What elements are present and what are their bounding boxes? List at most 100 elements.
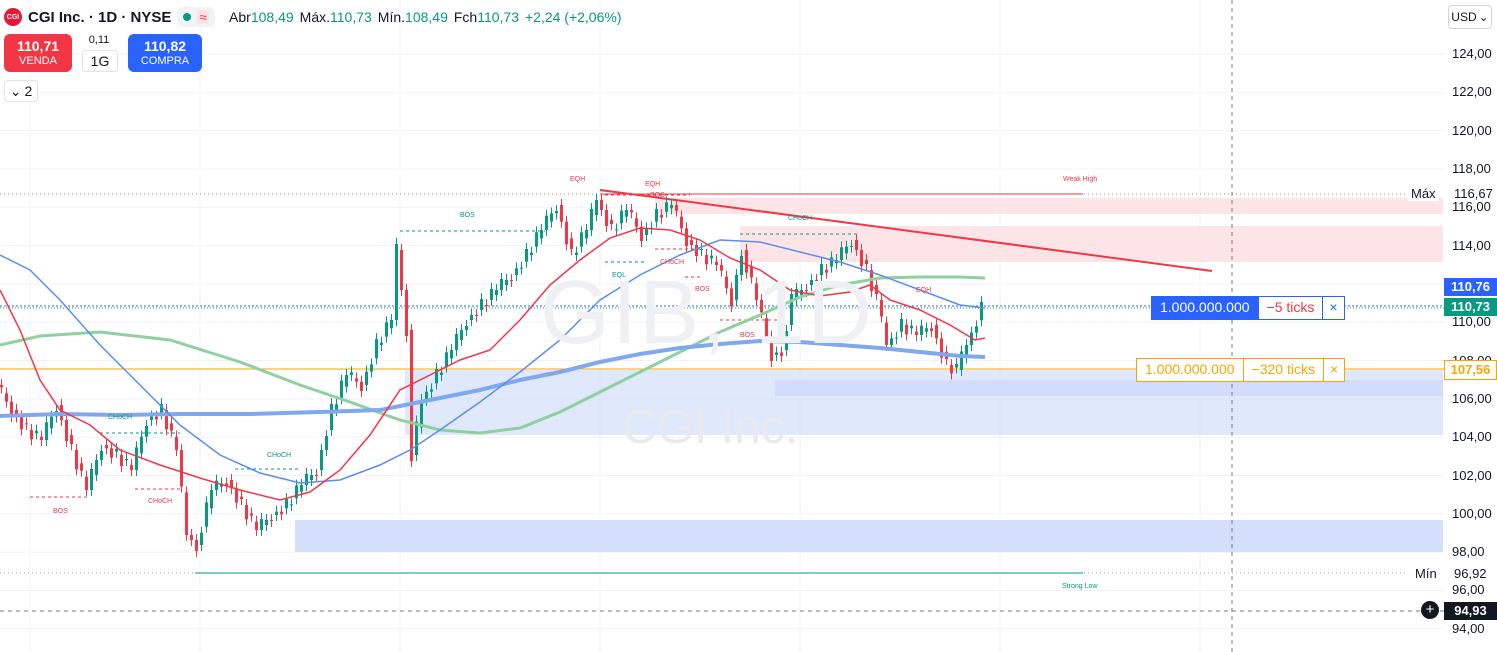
order-line-1[interactable]: 1.000.000.000 −5 ticks ×: [1151, 296, 1345, 320]
candle-body: [25, 423, 28, 425]
candle-body: [840, 247, 843, 260]
candle-body: [425, 391, 428, 400]
candle-body: [555, 211, 558, 214]
price-chart[interactable]: [0, 0, 1444, 652]
order-1-close-icon[interactable]: ×: [1322, 297, 1343, 319]
candle-body: [700, 249, 703, 250]
candle-body: [745, 250, 748, 273]
candle-body: [500, 279, 503, 290]
candle-body: [260, 519, 263, 530]
candle-body: [580, 232, 583, 247]
candle-body: [180, 450, 183, 487]
candle-body: [390, 320, 393, 329]
plus-icon[interactable]: +: [1421, 601, 1439, 619]
candle-body: [375, 339, 378, 359]
candle-body: [535, 232, 538, 247]
candle-body: [620, 210, 623, 224]
candle-body: [665, 202, 668, 212]
candle-body: [660, 215, 663, 218]
candle-body: [760, 300, 763, 313]
price-axis-tick: 114,00: [1452, 237, 1491, 253]
quantity-field[interactable]: 1G: [82, 50, 118, 72]
candle-body: [270, 520, 273, 521]
candle-body: [320, 450, 323, 470]
candle-body: [310, 475, 313, 480]
candle-body: [200, 532, 203, 545]
candle-body: [115, 449, 118, 452]
order-1-ticks[interactable]: −5 ticks: [1257, 297, 1323, 319]
buy-label: COMPRA: [140, 55, 190, 67]
candle-body: [570, 238, 573, 249]
candle-body: [345, 375, 348, 387]
candle-body: [900, 319, 903, 332]
structure-label: CHoCH: [108, 414, 133, 421]
candle-body: [135, 447, 138, 470]
candle-body: [920, 325, 923, 335]
candle-body: [565, 221, 568, 245]
candle-body: [750, 266, 753, 278]
candle-body: [210, 490, 213, 509]
chevron-down-icon: ⌄: [1478, 10, 1489, 24]
candle-body: [445, 352, 448, 367]
order-2-qty[interactable]: 1.000.000.000: [1145, 361, 1235, 377]
candle-body: [765, 318, 768, 337]
candle-body: [285, 499, 288, 509]
buy-button[interactable]: 110,82 COMPRA: [128, 34, 202, 72]
candle-body: [895, 337, 898, 339]
candle-body: [340, 380, 343, 399]
sell-button[interactable]: 110,71 VENDA: [4, 34, 72, 72]
candle-body: [505, 280, 508, 285]
structure-label: BOS: [460, 212, 475, 219]
buy-price: 110,82: [143, 38, 187, 54]
candle-body: [825, 270, 828, 273]
candle-body: [155, 416, 158, 420]
candle-body: [710, 255, 713, 259]
indicators-toggle-button[interactable]: ⌄ 2: [4, 80, 38, 102]
candle-body: [95, 460, 98, 475]
candle-body: [100, 451, 103, 460]
candle-body: [245, 505, 248, 520]
candle-body: [860, 250, 863, 266]
order-line-2[interactable]: 1.000.000.000 −320 ticks ×: [1136, 358, 1346, 382]
structure-label: EQL: [612, 272, 627, 279]
candle-body: [965, 345, 968, 358]
trend-line: [599, 189, 1213, 272]
candle-body: [815, 280, 818, 281]
structure-label: BOS: [695, 286, 710, 293]
candle-body: [970, 332, 973, 345]
candle-body: [350, 372, 353, 375]
structure-label: EQH: [645, 181, 661, 188]
order-2-ticks[interactable]: −320 ticks: [1242, 359, 1323, 381]
candle-body: [400, 250, 403, 290]
candle-body: [820, 264, 823, 275]
symbol-title[interactable]: CGI Inc. · 1D · NYSE: [28, 8, 172, 26]
candle-body: [585, 230, 588, 239]
sell-price: 110,71: [16, 38, 60, 54]
candle-body: [950, 365, 953, 374]
candle-body: [470, 315, 473, 320]
candle-body: [225, 483, 228, 486]
candle-body: [240, 496, 243, 499]
price-axis-tick: 124,00: [1452, 46, 1492, 61]
low-value: 108,49: [405, 9, 448, 25]
candle-body: [455, 334, 458, 350]
candle-body: [175, 436, 178, 450]
candle-body: [910, 325, 913, 329]
candle-body: [160, 404, 163, 414]
company-logo[interactable]: CGI: [4, 8, 22, 26]
candle-body: [45, 422, 48, 440]
order-2-close-icon[interactable]: ×: [1322, 359, 1344, 381]
supply-zone: [740, 226, 1443, 262]
candle-body: [885, 322, 888, 345]
candle-body: [360, 381, 363, 391]
candle-body: [465, 326, 468, 330]
candle-body: [975, 326, 978, 333]
candle-body: [90, 469, 93, 490]
status-pill[interactable]: ≈: [177, 7, 216, 27]
candle-body: [625, 210, 628, 217]
price-axis-tick: 110,00: [1452, 314, 1491, 330]
currency-select[interactable]: USD ⌄: [1448, 5, 1492, 29]
order-1-qty[interactable]: 1.000.000.000: [1152, 297, 1258, 319]
candle-body: [85, 476, 88, 490]
candle-body: [250, 513, 253, 516]
